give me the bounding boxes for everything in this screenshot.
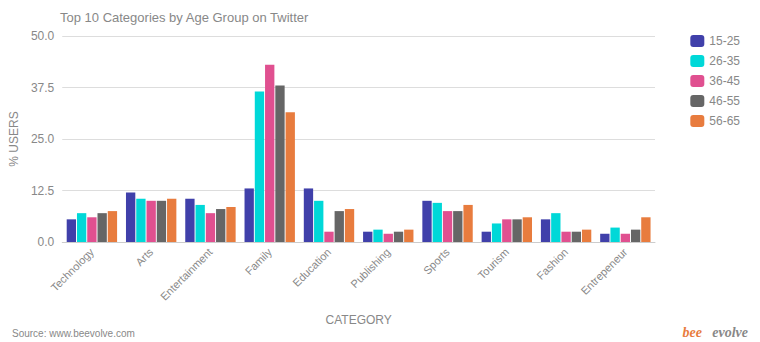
svg-text:Family: Family xyxy=(243,245,275,277)
svg-text:Top 10 Categories by Age Group: Top 10 Categories by Age Group on Twitte… xyxy=(60,10,309,25)
svg-text:Sports: Sports xyxy=(421,245,452,276)
svg-text:evolve: evolve xyxy=(712,325,748,340)
svg-text:Entertainment: Entertainment xyxy=(158,246,215,303)
svg-text:56-65: 56-65 xyxy=(709,114,740,128)
svg-text:46-55: 46-55 xyxy=(709,94,740,108)
svg-text:37.5: 37.5 xyxy=(31,81,55,95)
svg-text:% USERS: % USERS xyxy=(7,111,21,166)
svg-text:Technology: Technology xyxy=(48,245,96,293)
svg-text:bee: bee xyxy=(683,325,702,340)
svg-text:Publishing: Publishing xyxy=(348,246,392,290)
svg-text:Fashion: Fashion xyxy=(534,246,570,282)
svg-text:Tourism: Tourism xyxy=(475,246,511,282)
svg-text:36-45: 36-45 xyxy=(709,74,740,88)
svg-text:50.0: 50.0 xyxy=(31,29,55,43)
svg-text:25.0: 25.0 xyxy=(31,132,55,146)
svg-text:Entrepeneur: Entrepeneur xyxy=(578,246,629,297)
svg-text:26-35: 26-35 xyxy=(709,54,740,68)
svg-text:12.5: 12.5 xyxy=(31,184,55,198)
svg-text:0.0: 0.0 xyxy=(38,235,55,249)
svg-text:Arts: Arts xyxy=(133,245,156,268)
svg-text:15-25: 15-25 xyxy=(709,34,740,48)
svg-text:Education: Education xyxy=(290,246,333,289)
svg-text:Source: www.beevolve.com: Source: www.beevolve.com xyxy=(12,328,135,339)
svg-text:CATEGORY: CATEGORY xyxy=(326,313,392,327)
